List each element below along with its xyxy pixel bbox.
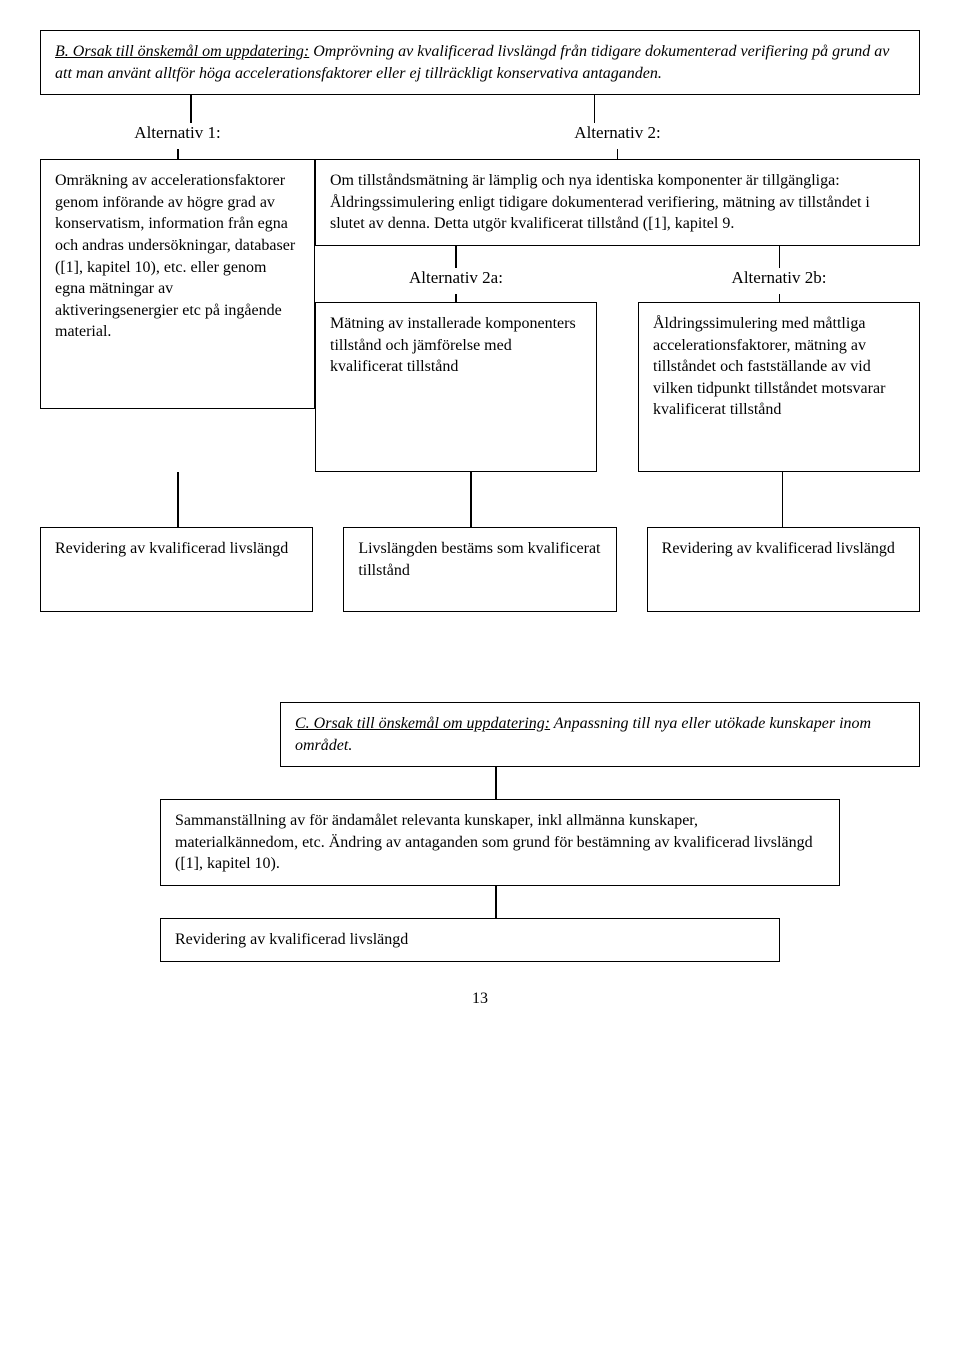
alt2-box: Om tillståndsmätning är lämplig och nya … [315, 159, 920, 246]
connector-to-row3 [40, 472, 920, 527]
alt2b-box: Åldringssimulering med måttliga accelera… [638, 302, 920, 472]
alt2b-text: Åldringssimulering med måttliga accelera… [653, 315, 885, 418]
alt1-text: Omräkning av accelerationsfaktorer genom… [55, 172, 295, 340]
alt2-text: Om tillståndsmätning är lämplig och nya … [330, 172, 870, 232]
row3-left: Revidering av kvalificerad livslängd [40, 527, 313, 612]
connector-c-to-summary [40, 767, 920, 799]
alt1-heading: Alternativ 1: [40, 123, 315, 143]
connector-summary-to-final [40, 886, 920, 918]
row3-mid-text: Livslängden bestäms som kvalificerat til… [358, 540, 600, 579]
row3-right: Revidering av kvalificerad livslängd [647, 527, 920, 612]
row3: Revidering av kvalificerad livslängd Liv… [40, 527, 920, 612]
box-b: B. Orsak till önskemål om uppdatering: O… [40, 30, 920, 95]
alt2-sub-headings: Alternativ 2a: Alternativ 2b: [315, 268, 920, 294]
alt2-sub-boxes: Mätning av installerade komponenters til… [315, 302, 920, 472]
summary-box: Sammanställning av för ändamålet relevan… [160, 799, 840, 886]
connector-b-split [40, 95, 920, 123]
row3-left-text: Revidering av kvalificerad livslängd [55, 540, 288, 557]
alt-boxes-row: Omräkning av accelerationsfaktorer genom… [40, 159, 920, 472]
alt2a-box: Mätning av installerade komponenters til… [315, 302, 597, 472]
alt2b-heading: Alternativ 2b: [638, 268, 920, 288]
final-box: Revidering av kvalificerad livslängd [160, 918, 780, 962]
alt2-heading: Alternativ 2: [315, 123, 920, 143]
box-c: C. Orsak till önskemål om uppdatering: A… [280, 702, 920, 767]
summary-text: Sammanställning av för ändamålet relevan… [175, 812, 813, 872]
alt2a-heading: Alternativ 2a: [315, 268, 597, 288]
alt2a-text: Mätning av installerade komponenters til… [330, 315, 576, 375]
alt-headings-row: Alternativ 1: Alternativ 2: [40, 123, 920, 149]
box-c-lead: C. Orsak till önskemål om uppdatering: [295, 715, 550, 732]
row3-mid: Livslängden bestäms som kvalificerat til… [343, 527, 616, 612]
box-b-lead: B. Orsak till önskemål om uppdatering: [55, 43, 309, 60]
final-text: Revidering av kvalificerad livslängd [175, 931, 408, 948]
row3-right-text: Revidering av kvalificerad livslängd [662, 540, 895, 557]
connector-headings-to-boxes [40, 149, 920, 159]
page-number: 13 [40, 990, 920, 1008]
alt1-box: Omräkning av accelerationsfaktorer genom… [40, 159, 315, 409]
